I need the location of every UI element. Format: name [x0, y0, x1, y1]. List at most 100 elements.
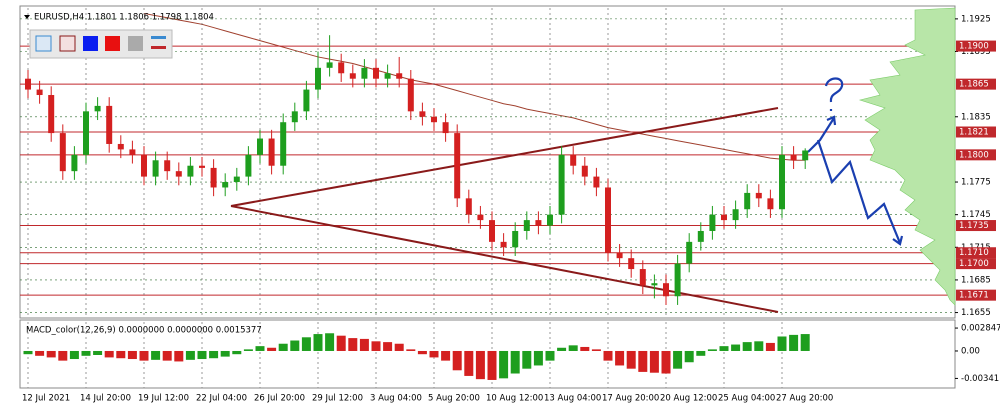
macd-bar [742, 342, 752, 351]
candle-body [628, 258, 635, 270]
candle-body [326, 62, 333, 68]
candle-body [616, 252, 623, 259]
candle-body [117, 143, 124, 150]
y-tick-label: 1.1655 [961, 308, 991, 318]
candle-body [152, 160, 159, 177]
macd-bar [626, 350, 636, 369]
candle-body [315, 67, 321, 90]
tool-icon[interactable] [128, 36, 143, 51]
macd-frame [19, 319, 956, 389]
level-label-box [956, 40, 996, 52]
candle-body [477, 214, 484, 221]
volume-profile [858, 7, 956, 306]
macd-bar [23, 350, 33, 355]
y-tick-label: 1.1775 [961, 178, 991, 188]
macd-bar [591, 349, 601, 351]
macd-bar [371, 341, 381, 351]
macd-bar [545, 350, 555, 361]
x-tick-label: 13 Aug 04:00 [544, 394, 601, 404]
x-tick-label: 10 Aug 12:00 [486, 394, 543, 404]
candle-body [222, 182, 229, 188]
level-label-box [956, 126, 996, 138]
toolbar[interactable] [29, 29, 173, 59]
trend-lines [230, 107, 779, 313]
macd-bar [800, 334, 810, 351]
macd-bar [58, 350, 68, 361]
macd-bar [731, 344, 741, 351]
candle-body [663, 283, 669, 297]
candle-body [709, 214, 716, 231]
candle-body [59, 133, 66, 172]
macd-bar [185, 350, 195, 360]
candle-body [129, 149, 136, 155]
x-tick-label: 14 Jul 20:00 [80, 394, 131, 404]
macd-bar [649, 350, 659, 373]
macd-bar [441, 350, 451, 361]
header: EURUSD,H4 1.1801 1.1806 1.1798 1.1804 [24, 13, 214, 23]
x-tick-label: 26 Jul 20:00 [254, 394, 305, 404]
y-tick-label: 1.1745 [961, 210, 991, 220]
macd-bar [313, 334, 323, 351]
macd-bar [69, 350, 79, 360]
tool-icon[interactable] [83, 36, 98, 51]
candle-body [802, 150, 809, 161]
level-label-box [956, 247, 996, 259]
tool-icon[interactable] [59, 35, 76, 52]
candle-body [83, 111, 89, 155]
x-tick-label: 17 Aug 20:00 [602, 394, 659, 404]
candle-body [257, 138, 263, 155]
trend-line [230, 205, 779, 313]
candle-body [767, 198, 774, 210]
macd-bar [151, 350, 161, 360]
macd-bar [406, 349, 416, 351]
x-tick-label: 19 Jul 12:00 [138, 394, 189, 404]
candle-body [755, 192, 762, 199]
macd-bar [290, 340, 300, 351]
macd-bar [394, 343, 404, 351]
macd-bar [104, 350, 114, 358]
macd-bar [499, 350, 509, 379]
macd-bar [81, 350, 91, 356]
macd-bar [417, 350, 427, 355]
macd-bar [278, 343, 288, 351]
macd-bar [684, 350, 694, 363]
y-tick-label: 1.1895 [961, 47, 991, 57]
candle-body [779, 154, 785, 210]
level-label: 1.1710 [959, 248, 989, 258]
candle-body [106, 105, 113, 144]
tool-icon[interactable] [151, 36, 166, 39]
candle-body [233, 176, 240, 183]
tool-icon[interactable] [105, 36, 120, 51]
macd-y-tick-label: 0.002847 [961, 324, 1000, 334]
candle-body [721, 214, 727, 221]
level-label-box [956, 78, 996, 90]
macd-bar [348, 338, 358, 351]
candle-body [674, 263, 681, 297]
macd-title: MACD_color(12,26,9) 0.0000000 0.0000000 … [26, 326, 262, 336]
candle-body [651, 283, 658, 286]
x-tick-label: 5 Aug 20:00 [428, 394, 480, 404]
volume-profile-shape [858, 7, 956, 306]
macd-bar [336, 335, 346, 351]
candle-body [419, 111, 426, 117]
candle-body [164, 160, 171, 172]
macd-bar [580, 346, 590, 351]
level-label: 1.1735 [959, 221, 989, 231]
candle-body [500, 241, 507, 248]
level-label: 1.1671 [959, 291, 989, 301]
level-label: 1.1700 [959, 259, 989, 269]
candle-body [639, 269, 646, 286]
candle-body [141, 154, 147, 177]
tool-icon[interactable] [35, 35, 52, 52]
candle-body [558, 154, 565, 215]
macd-bar [661, 350, 671, 374]
tool-icon[interactable] [151, 46, 166, 49]
level-label: 1.1821 [959, 128, 989, 138]
macd-bar [707, 349, 717, 351]
candle-body [94, 105, 101, 112]
candle-body [744, 192, 751, 210]
macd-bar [464, 350, 474, 376]
candle-body [686, 241, 693, 264]
macd-bar [603, 350, 613, 361]
